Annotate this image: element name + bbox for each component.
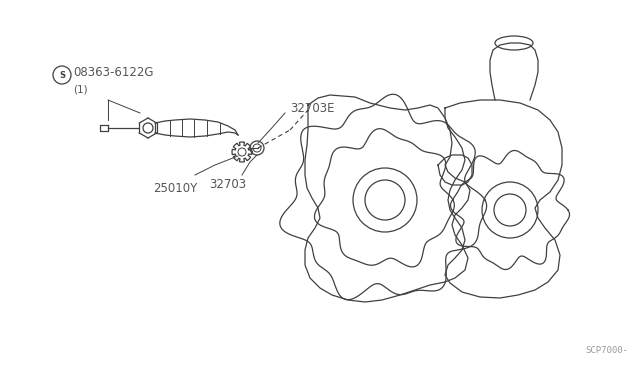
Text: 32703E: 32703E bbox=[290, 102, 335, 115]
Text: 08363-6122G: 08363-6122G bbox=[73, 65, 154, 78]
Text: 32703: 32703 bbox=[209, 178, 246, 191]
Text: S: S bbox=[59, 71, 65, 80]
Text: 25010Y: 25010Y bbox=[153, 182, 197, 195]
Text: SCP7000-: SCP7000- bbox=[585, 346, 628, 355]
Text: (1): (1) bbox=[73, 84, 88, 94]
